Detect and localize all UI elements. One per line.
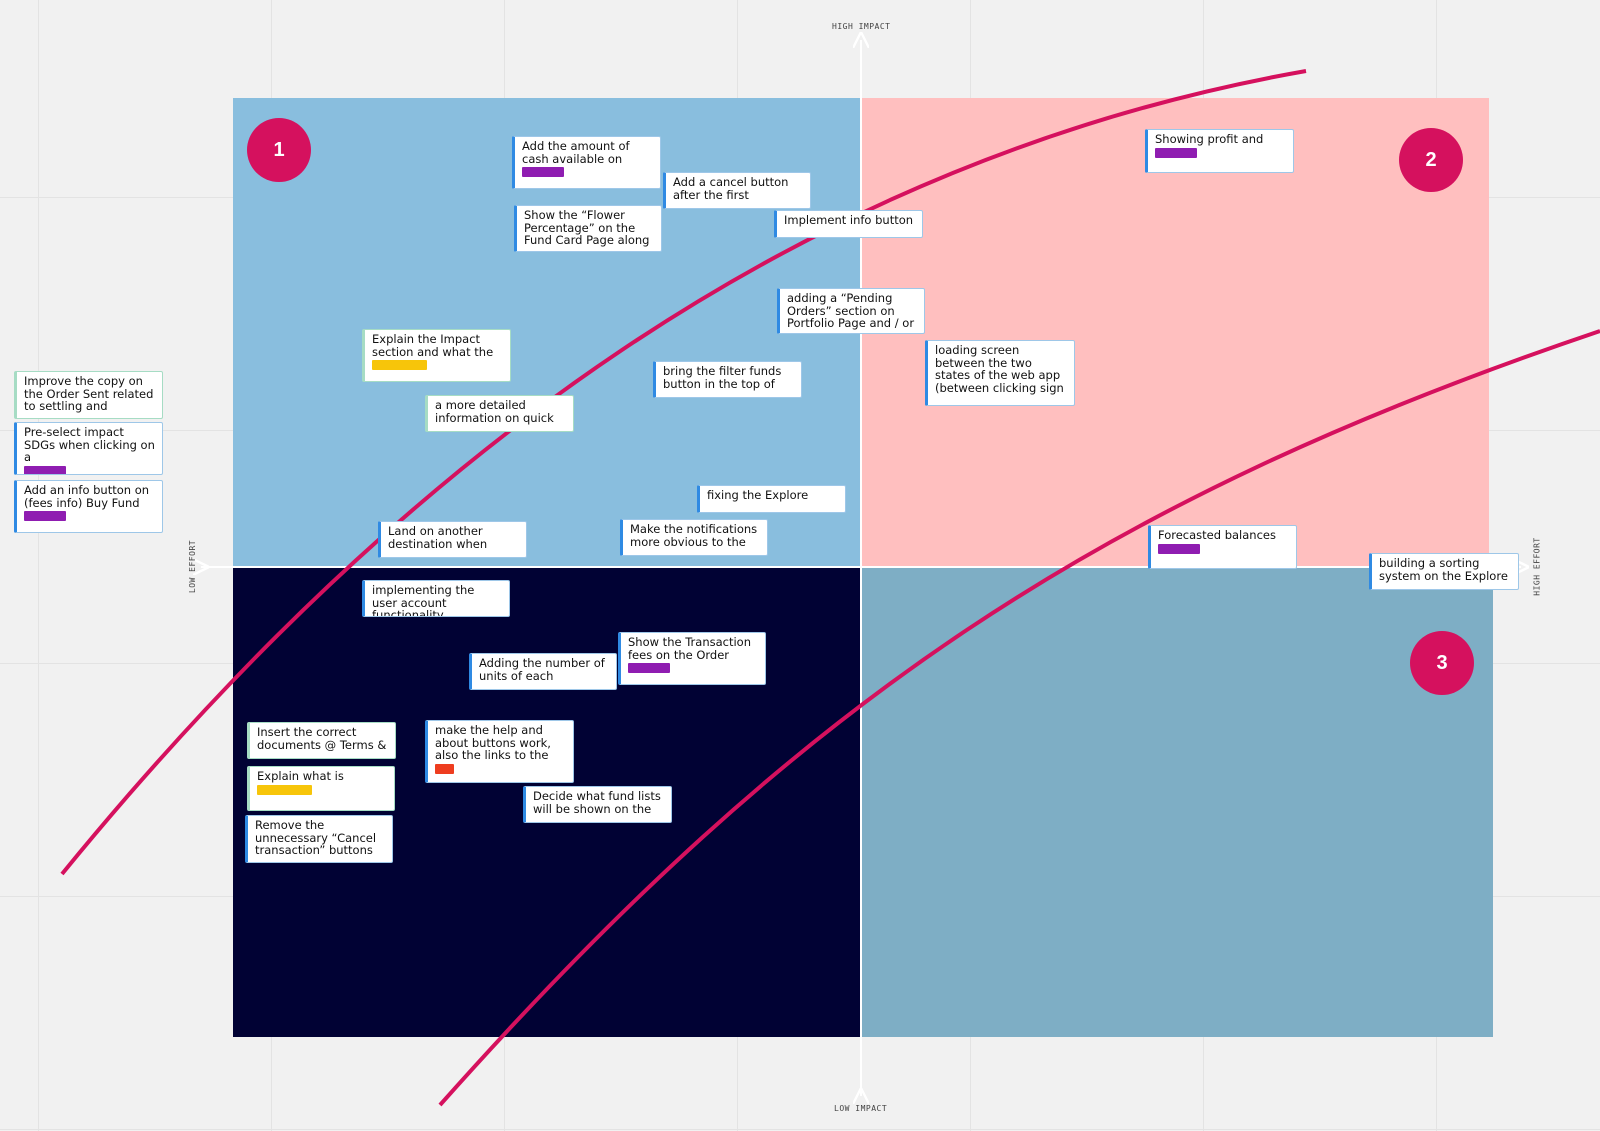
sticky-note[interactable]: Land on another destination when [378,521,527,558]
note-text: Make the notifications more obvious to t… [630,522,758,549]
sticky-note[interactable]: bring the filter funds button in the top… [653,361,802,398]
note-text: Adding the number of units of each [479,656,605,683]
tag-label [24,465,66,474]
note-text: fixing the Explore [707,488,809,502]
sticky-note[interactable]: Pre-select impact SDGs when clicking on … [14,422,163,475]
tag-label [1158,543,1200,554]
note-text: Explain the Impact section and what the [372,332,494,359]
note-text: Decide what fund lists will be shown on … [533,789,661,816]
note-text: Remove the unnecessary “Cancel transacti… [255,818,377,857]
sticky-note[interactable]: Showing profit and [1145,129,1294,173]
sticky-note[interactable]: building a sorting system on the Explore [1369,553,1519,590]
sticky-note[interactable]: make the help and about buttons work, al… [425,720,574,783]
note-text: Add a cancel button after the first [673,175,789,202]
tag-label [372,360,427,370]
sticky-note[interactable]: adding a “Pending Orders” section on Por… [777,288,925,334]
note-text: Add an info button on (fees info) Buy Fu… [24,483,150,510]
sticky-note[interactable]: Show the Transaction fees on the Order [618,632,766,685]
sticky-note[interactable]: Improve the copy on the Order Sent relat… [14,371,163,419]
sticky-note[interactable]: fixing the Explore [697,485,846,513]
sticky-note[interactable]: Insert the correct documents @ Terms & [247,722,396,759]
note-text: Land on another destination when [388,524,488,551]
note-text: Improve the copy on the Order Sent relat… [24,374,154,413]
sticky-note[interactable]: Show the “Flower Percentage” on the Fund… [514,205,662,252]
sticky-note[interactable]: Decide what fund lists will be shown on … [523,786,672,823]
quadrant-badge-1: 1 [247,118,311,182]
sticky-note[interactable]: loading screen between the two states of… [925,340,1075,406]
note-text: Explain what is [257,769,344,783]
sticky-note[interactable]: Adding the number of units of each [469,653,617,690]
tag-label [1155,147,1197,158]
note-text: building a sorting system on the Explore [1379,556,1508,583]
sticky-note[interactable]: Add an info button on (fees info) Buy Fu… [14,480,163,533]
quadrant-high-impact-high-effort [861,98,1489,567]
quadrant-low-impact-high-effort [861,567,1493,1037]
note-text: Show the “Flower Percentage” on the Fund… [524,208,650,247]
sticky-note[interactable]: Make the notifications more obvious to t… [620,519,768,556]
note-text: make the help and about buttons work, al… [435,723,551,762]
tag-label [628,663,670,673]
note-text: a more detailed information on quick [435,398,554,425]
axis-label-low-impact: LOW IMPACT [834,1104,888,1113]
sticky-note[interactable]: Add a cancel button after the first [663,172,811,209]
priority-curve-lower [438,329,1600,1107]
sticky-note[interactable]: Explain the Impact section and what the [362,329,511,382]
note-text: Implement info button [784,213,914,227]
note-text: loading screen between the two states of… [935,343,1064,395]
tag-label [522,167,564,177]
sticky-note[interactable]: Remove the unnecessary “Cancel transacti… [245,815,393,863]
sticky-note[interactable]: Implement info button [774,210,923,238]
tag-label [24,511,66,521]
tag-label [435,763,454,774]
sticky-note[interactable]: Forecasted balances [1148,525,1297,569]
note-text: implementing the user account functional… [372,583,475,617]
note-text: Add the amount of cash available on [522,139,630,166]
axis-label-low-effort: LOW EFFORT [188,539,198,594]
axis-label-high-effort: HIGH EFFORT [1532,537,1542,596]
note-text: Forecasted balances [1158,528,1276,542]
sticky-note[interactable]: Explain what is [247,766,395,811]
axis-label-high-impact: HIGH IMPACT [832,22,891,31]
priority-curve-upper [60,69,1307,876]
note-text: Pre-select impact SDGs when clicking on … [24,425,155,464]
note-text: adding a “Pending Orders” section on Por… [787,291,915,330]
note-text: Show the Transaction fees on the Order [628,635,752,662]
note-text: bring the filter funds button in the top… [663,364,782,391]
sticky-note[interactable]: implementing the user account functional… [362,580,510,617]
quadrant-badge-2: 2 [1399,128,1463,192]
sticky-note[interactable]: a more detailed information on quick [425,395,574,432]
note-text: Insert the correct documents @ Terms & [257,725,387,752]
quadrant-badge-3: 3 [1410,631,1474,695]
tag-label [257,784,312,795]
sticky-note[interactable]: Add the amount of cash available on [512,136,661,189]
note-text: Showing profit and [1155,132,1264,146]
